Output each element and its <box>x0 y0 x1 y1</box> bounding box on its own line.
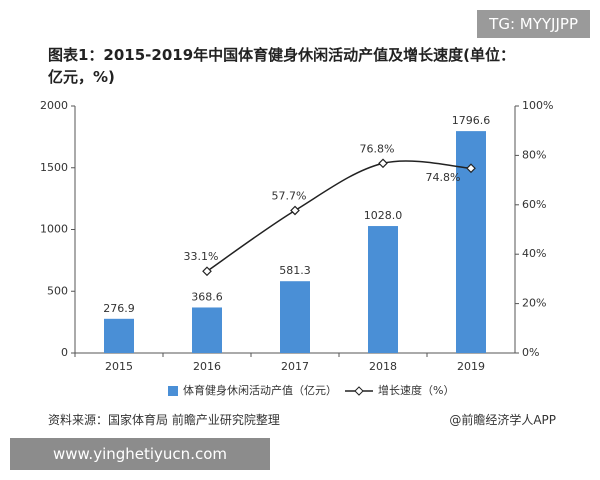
y2-tick-label: 40% <box>522 247 546 260</box>
line-marker <box>378 158 388 169</box>
y2-tick-label: 80% <box>522 148 546 161</box>
y-tick-label: 1500 <box>40 161 68 174</box>
legend-label: 体育健身休闲活动产值（亿元） <box>183 383 337 397</box>
bar-value-label: 581.3 <box>279 264 311 277</box>
site-banner: www.yinghetiyucn.com <box>10 438 270 470</box>
bar-value-label: 1796.6 <box>452 114 491 127</box>
x-tick-label: 2016 <box>193 360 221 373</box>
bar-value-label: 368.6 <box>191 290 223 303</box>
y-tick-label: 0 <box>61 346 68 359</box>
line-marker <box>202 266 212 277</box>
x-tick-label: 2019 <box>457 360 485 373</box>
line-marker <box>290 205 300 216</box>
legend-label: 增长速度（%） <box>378 383 454 397</box>
x-tick-label: 2015 <box>105 360 133 373</box>
bar <box>280 281 310 353</box>
line-value-label: 33.1% <box>184 250 219 263</box>
bar <box>368 226 398 353</box>
source-note: 资料来源：国家体育局 前瞻产业研究院整理 <box>48 413 280 427</box>
bar <box>104 318 134 353</box>
y2-tick-label: 0% <box>522 346 539 359</box>
bar <box>192 307 222 353</box>
x-tick-label: 2018 <box>369 360 397 373</box>
y2-tick-label: 100% <box>522 99 553 112</box>
line <box>206 160 472 272</box>
y2-tick-label: 60% <box>522 198 546 211</box>
line-marker <box>466 163 476 174</box>
y-tick-label: 2000 <box>40 99 68 112</box>
line-value-label: 57.7% <box>272 189 307 202</box>
y-tick-label: 500 <box>47 284 68 297</box>
legend-marker <box>354 386 364 396</box>
chart-title: 图表1：2015-2019年中国体育健身休闲活动产值及增长速度(单位：亿元，%) <box>48 46 516 86</box>
y-tick-label: 1000 <box>40 223 68 236</box>
bar-value-label: 1028.0 <box>364 209 403 222</box>
credit: @前瞻经济学人APP <box>449 413 556 427</box>
legend-swatch <box>168 386 178 396</box>
line-value-label: 76.8% <box>360 142 395 155</box>
line-value-label: 74.8% <box>426 171 461 184</box>
x-tick-label: 2017 <box>281 360 309 373</box>
y2-tick-label: 20% <box>522 297 546 310</box>
bar-value-label: 276.9 <box>103 302 135 315</box>
watermark: TG: MYYJJPP <box>477 10 590 38</box>
